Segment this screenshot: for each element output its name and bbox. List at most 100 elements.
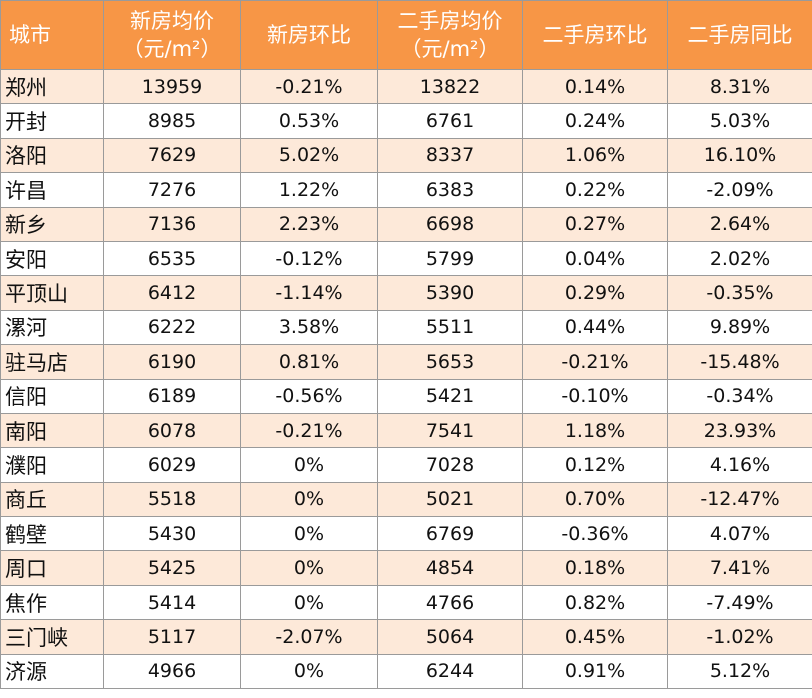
cell-city: 平顶山 [0, 275, 104, 311]
cell-second-mom: 1.06% [522, 137, 668, 174]
cell-second-yoy: -7.49% [667, 584, 812, 621]
cell-second-yoy: -0.34% [667, 378, 812, 414]
cell-new-mom: 0% [240, 481, 378, 518]
cell-new-mom: 1.22% [240, 172, 378, 208]
cell-second-price: 5799 [377, 240, 523, 277]
cell-city: 周口 [0, 550, 104, 586]
cell-new-price: 6222 [103, 309, 241, 346]
table-row: 平顶山 6412 -1.14% 5390 0.29% -0.35% [0, 275, 812, 311]
cell-new-price: 4966 [103, 653, 241, 690]
table-row: 三门峡 5117 -2.07% 5064 0.45% -1.02% [0, 619, 812, 655]
cell-second-price: 6244 [377, 653, 523, 690]
cell-new-price: 7276 [103, 172, 241, 208]
cell-second-yoy: 5.03% [667, 103, 812, 139]
cell-city: 驻马店 [0, 344, 104, 380]
cell-city: 漯河 [0, 309, 104, 346]
cell-new-mom: 0.53% [240, 103, 378, 139]
cell-second-mom: -0.10% [522, 378, 668, 414]
table-row: 开封 8985 0.53% 6761 0.24% 5.03% [0, 103, 812, 139]
cell-second-yoy: -2.09% [667, 172, 812, 208]
cell-new-mom: -0.12% [240, 240, 378, 277]
cell-new-price: 5425 [103, 550, 241, 586]
cell-second-yoy: 8.31% [667, 68, 812, 105]
cell-second-yoy: -0.35% [667, 275, 812, 311]
header-new-mom: 新房环比 [240, 0, 378, 70]
table-row: 南阳 6078 -0.21% 7541 1.18% 23.93% [0, 412, 812, 449]
cell-new-mom: -0.56% [240, 378, 378, 414]
cell-city: 济源 [0, 653, 104, 690]
cell-city: 许昌 [0, 172, 104, 208]
cell-second-mom: 0.44% [522, 309, 668, 346]
cell-new-price: 5430 [103, 516, 241, 552]
cell-city: 商丘 [0, 481, 104, 518]
cell-second-price: 5064 [377, 619, 523, 655]
cell-second-yoy: 4.07% [667, 516, 812, 552]
cell-second-price: 4854 [377, 550, 523, 586]
cell-second-price: 5390 [377, 275, 523, 311]
cell-new-mom: 0% [240, 516, 378, 552]
cell-second-mom: 0.82% [522, 584, 668, 621]
cell-second-yoy: 16.10% [667, 137, 812, 174]
cell-city: 新乡 [0, 206, 104, 242]
table-row: 新乡 7136 2.23% 6698 0.27% 2.64% [0, 206, 812, 242]
cell-new-price: 5414 [103, 584, 241, 621]
cell-second-price: 4766 [377, 584, 523, 621]
cell-second-price: 7028 [377, 447, 523, 483]
table-row: 焦作 5414 0% 4766 0.82% -7.49% [0, 584, 812, 621]
cell-second-mom: 0.91% [522, 653, 668, 690]
table-row: 商丘 5518 0% 5021 0.70% -12.47% [0, 481, 812, 518]
cell-second-mom: 0.12% [522, 447, 668, 483]
header-row: 城市 新房均价 （元/m²） 新房环比 二手房均价 （元/m²） 二手房环比 二… [0, 0, 812, 70]
cell-second-yoy: -12.47% [667, 481, 812, 518]
table-row: 郑州 13959 -0.21% 13822 0.14% 8.31% [0, 68, 812, 105]
table-row: 周口 5425 0% 4854 0.18% 7.41% [0, 550, 812, 586]
header-second-mom: 二手房环比 [522, 0, 668, 70]
cell-city: 洛阳 [0, 137, 104, 174]
cell-new-mom: 2.23% [240, 206, 378, 242]
cell-city: 南阳 [0, 412, 104, 449]
cell-second-mom: 0.27% [522, 206, 668, 242]
cell-new-mom: 0% [240, 447, 378, 483]
header-second-price-line2: （元/m²） [400, 37, 500, 61]
table-row: 濮阳 6029 0% 7028 0.12% 4.16% [0, 447, 812, 483]
cell-second-mom: 0.18% [522, 550, 668, 586]
cell-second-mom: 0.29% [522, 275, 668, 311]
cell-new-mom: -2.07% [240, 619, 378, 655]
table-header: 城市 新房均价 （元/m²） 新房环比 二手房均价 （元/m²） 二手房环比 二… [0, 0, 812, 70]
cell-new-mom: -0.21% [240, 412, 378, 449]
header-second-price-line1: 二手房均价 [397, 9, 503, 33]
cell-second-yoy: -15.48% [667, 344, 812, 380]
cell-new-price: 5117 [103, 619, 241, 655]
cell-new-price: 6412 [103, 275, 241, 311]
table-row: 鹤壁 5430 0% 6769 -0.36% 4.07% [0, 516, 812, 552]
cell-second-mom: 0.04% [522, 240, 668, 277]
cell-second-mom: -0.21% [522, 344, 668, 380]
cell-second-yoy: 2.02% [667, 240, 812, 277]
cell-new-mom: 0.81% [240, 344, 378, 380]
cell-second-price: 5421 [377, 378, 523, 414]
table-row: 洛阳 7629 5.02% 8337 1.06% 16.10% [0, 137, 812, 174]
cell-new-price: 6535 [103, 240, 241, 277]
cell-new-mom: -0.21% [240, 68, 378, 105]
table-row: 济源 4966 0% 6244 0.91% 5.12% [0, 653, 812, 690]
cell-city: 郑州 [0, 68, 104, 105]
cell-city: 开封 [0, 103, 104, 139]
cell-second-mom: -0.36% [522, 516, 668, 552]
cell-new-price: 8985 [103, 103, 241, 139]
cell-new-mom: 0% [240, 550, 378, 586]
cell-second-yoy: 7.41% [667, 550, 812, 586]
cell-city: 焦作 [0, 584, 104, 621]
cell-city: 鹤壁 [0, 516, 104, 552]
cell-new-mom: 3.58% [240, 309, 378, 346]
cell-second-yoy: 9.89% [667, 309, 812, 346]
cell-second-price: 13822 [377, 68, 523, 105]
table-row: 漯河 6222 3.58% 5511 0.44% 9.89% [0, 309, 812, 346]
header-second-price: 二手房均价 （元/m²） [377, 0, 523, 70]
table-row: 许昌 7276 1.22% 6383 0.22% -2.09% [0, 172, 812, 208]
cell-new-price: 7629 [103, 137, 241, 174]
table-row: 安阳 6535 -0.12% 5799 0.04% 2.02% [0, 240, 812, 277]
cell-new-mom: 5.02% [240, 137, 378, 174]
cell-second-yoy: 23.93% [667, 412, 812, 449]
cell-new-price: 6189 [103, 378, 241, 414]
